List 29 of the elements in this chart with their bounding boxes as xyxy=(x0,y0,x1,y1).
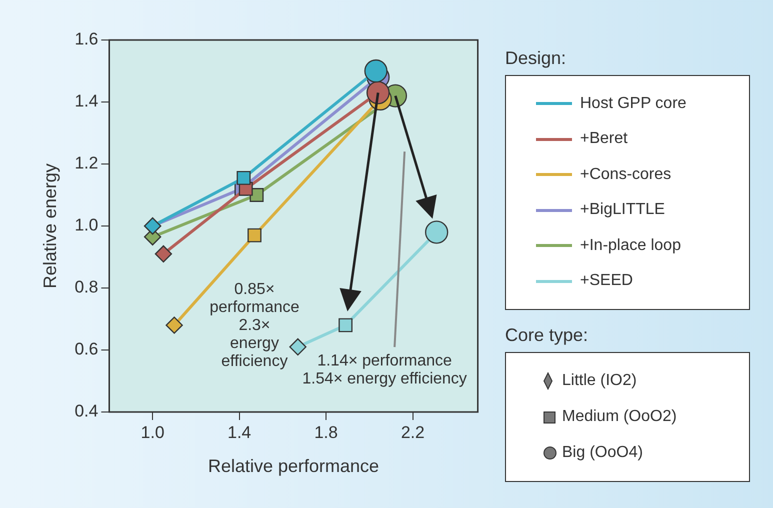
x-axis-title: Relative performance xyxy=(208,456,380,476)
x-tick-label: 2.2 xyxy=(400,422,425,442)
y-tick-label: 1.6 xyxy=(74,30,98,49)
y-axis-title: Relative energy xyxy=(40,163,60,289)
y-tick-label: 0.6 xyxy=(74,340,98,359)
text: Medium (OoO2) xyxy=(562,408,677,426)
point xyxy=(166,316,183,334)
annotation: 1.14× performance 1.54× energy efficiency xyxy=(302,352,467,388)
x-tick-label: 1.4 xyxy=(227,422,252,442)
legend-label: +Cons-cores xyxy=(579,164,672,185)
legend-label: +BigLITTLE xyxy=(579,200,666,220)
text: Little (IO2) xyxy=(562,372,637,390)
x-tick-label: 1.0 xyxy=(140,422,164,442)
legend-title: Design: xyxy=(505,48,568,69)
text: Big (OoO4) xyxy=(562,444,643,462)
y-tick-label: 1.0 xyxy=(74,216,98,235)
legend-label: +In-place loop xyxy=(579,236,682,256)
legend-label: +SEED xyxy=(579,271,634,292)
annotation: 0.85× performance 2.3× energy efficiency xyxy=(210,281,300,370)
y-tick-label: 1.2 xyxy=(74,154,98,173)
point xyxy=(154,245,172,262)
text: Core type: xyxy=(505,325,590,346)
y-tick-label: 0.8 xyxy=(74,278,98,297)
point xyxy=(289,338,306,356)
legend-label: Host GPP core xyxy=(579,94,688,114)
y-tick-label: 0.4 xyxy=(74,402,98,421)
legend-label: +Beret xyxy=(579,129,629,150)
y-tick-label: 1.4 xyxy=(74,92,98,111)
x-tick-label: 1.8 xyxy=(314,422,338,442)
